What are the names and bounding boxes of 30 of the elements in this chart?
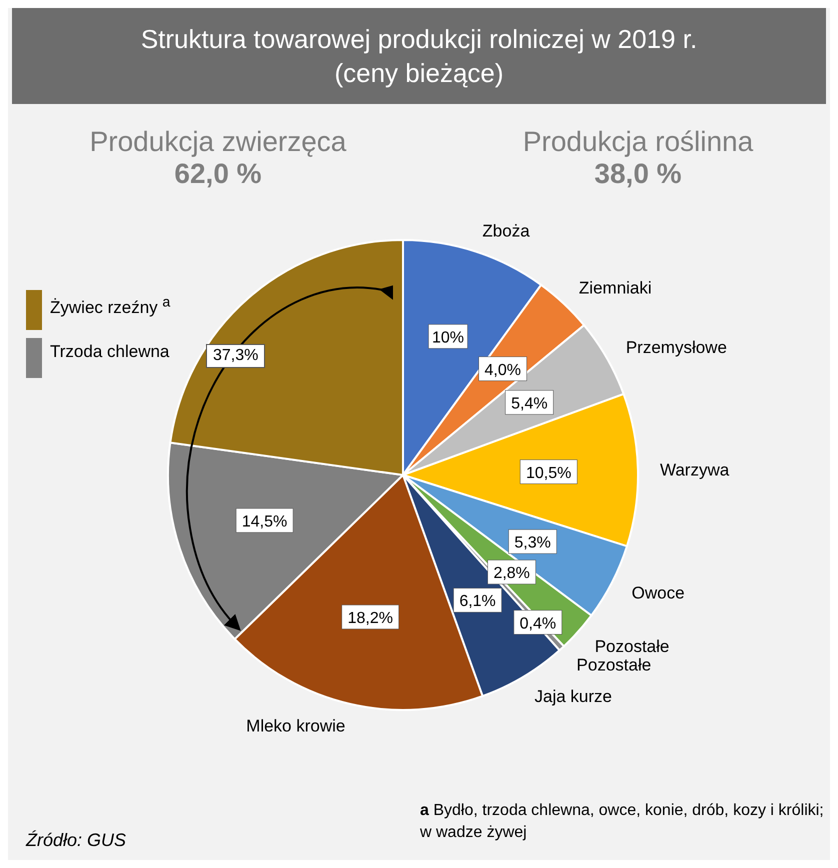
text: Produkcja zwierzęca [88, 126, 348, 158]
data-label: 6,1% [459, 593, 496, 610]
data-label: 2,8% [493, 565, 530, 582]
slice-label: Jaja kurze [534, 686, 612, 706]
slice-label: Pozostałe [594, 637, 670, 656]
slice-label: Przemysłowe [626, 338, 727, 357]
text: 62,0 % [173, 158, 263, 190]
slice-label: Ziemniaki [578, 278, 652, 298]
slice-label: Warzywa [660, 460, 730, 480]
slice-label: Pozostałe [576, 656, 652, 675]
data-label: 5,3% [514, 534, 551, 552]
legend-label: Trzoda chlewna [50, 342, 170, 361]
data-label: 0,4% [520, 615, 556, 632]
slice-label: Owoce [632, 583, 685, 602]
legend-label: Żywiec rzeźny $^{a}$ [50, 294, 170, 317]
slice-label: Mleko krowie [246, 716, 346, 736]
slice-label: Zboża [482, 222, 530, 241]
text: 37,3% [206, 344, 266, 368]
chart-subtitle: (ceny bieżące) [334, 58, 504, 88]
data-label: 5,4% [511, 395, 548, 412]
data-label: 14,5% [242, 513, 288, 530]
data-label: 18,2% [348, 610, 394, 627]
text: a Bydło, trzoda chlewna, owce, konie, drób, kozy i króliki; w wadze żywej [420, 801, 825, 843]
data-label: 10% [432, 329, 464, 346]
data-label: 4,0% [484, 362, 521, 379]
data-label: 10,5% [526, 464, 572, 482]
text: Produkcja roślinna [522, 126, 754, 158]
text: 38,0 % [593, 158, 683, 190]
chart-title: Struktura towarowej produkcji rolniczej w 2019 r. [140, 24, 698, 54]
text: Źródło: GUS [26, 830, 126, 851]
